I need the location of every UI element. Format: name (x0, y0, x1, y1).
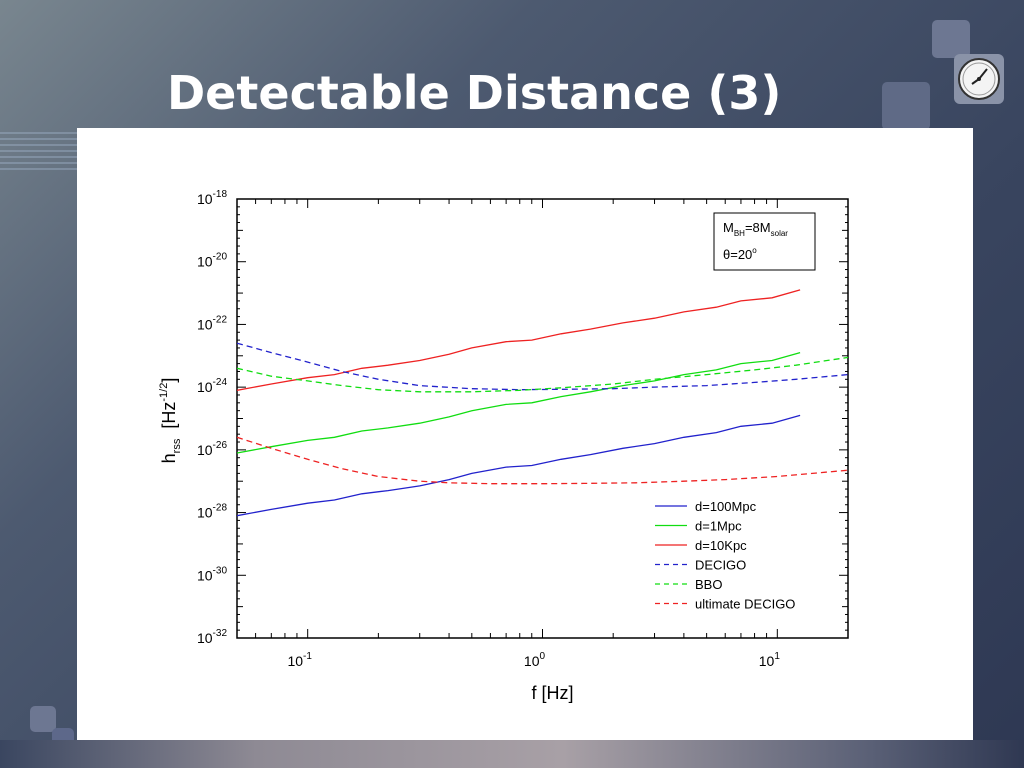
decorative-square (30, 706, 56, 732)
svg-text:θ=20o: θ=20o (723, 246, 757, 262)
slide-title: Detectable Distance (3) (167, 66, 782, 120)
decorative-stripes (0, 132, 90, 172)
clock-icon (958, 58, 1000, 100)
legend-label: d=100Mpc (695, 499, 757, 514)
chart-panel: 10-1 100 101 10-18 10-20 10-22 10-24 10-26 10-28… (77, 128, 973, 740)
series-line-d-100mpc (237, 414, 801, 517)
y-tick-label: 10-18 (197, 189, 227, 207)
legend-label: d=1Mpc (695, 519, 742, 534)
series-line-ultimate-decigo (237, 436, 848, 485)
y-tick-label: 10-30 (197, 565, 227, 583)
parameter-annotation: MBH=8Msolar θ=20o (713, 212, 816, 271)
y-ticks (237, 198, 848, 639)
decorative-bottom-band (0, 740, 1024, 768)
legend-label: DECIGO (695, 558, 746, 573)
x-tick-label: 101 (759, 651, 781, 669)
svg-text:MBH=8Msolar: MBH=8Msolar (723, 220, 788, 238)
y-tick-label: 10-20 (197, 252, 227, 270)
y-tick-label: 10-24 (197, 377, 227, 395)
decorative-square (932, 20, 970, 58)
legend-label: BBO (695, 577, 722, 592)
y-tick-label: 10-22 (197, 314, 227, 332)
x-tick-label: 100 (524, 651, 546, 669)
series-line-d-1mpc (237, 351, 801, 454)
series-line-d-10kpc (237, 289, 801, 391)
legend: d=100Mpc d=1Mpc d=10Kpc DECIGO BBO ultimate D… (655, 499, 795, 612)
clock-logo (954, 54, 1004, 104)
x-tick-label: 10-1 (287, 651, 312, 669)
series-line-bbo (237, 356, 848, 393)
legend-label: ultimate DECIGO (695, 597, 795, 612)
y-tick-label: 10-26 (197, 440, 227, 458)
y-tick-label: 10-28 (197, 503, 227, 521)
legend-label: d=10Kpc (695, 538, 747, 553)
series-line-decigo (237, 342, 848, 391)
y-axis-label: hrss [Hz-1/2] (158, 378, 183, 464)
chart-svg: 10-1 100 101 10-18 10-20 10-22 10-24 10-26 10-28… (158, 189, 849, 703)
x-axis-label: f [Hz] (531, 683, 573, 703)
decorative-square (882, 82, 930, 130)
y-tick-label: 10-32 (197, 628, 227, 646)
x-ticks (236, 199, 849, 638)
